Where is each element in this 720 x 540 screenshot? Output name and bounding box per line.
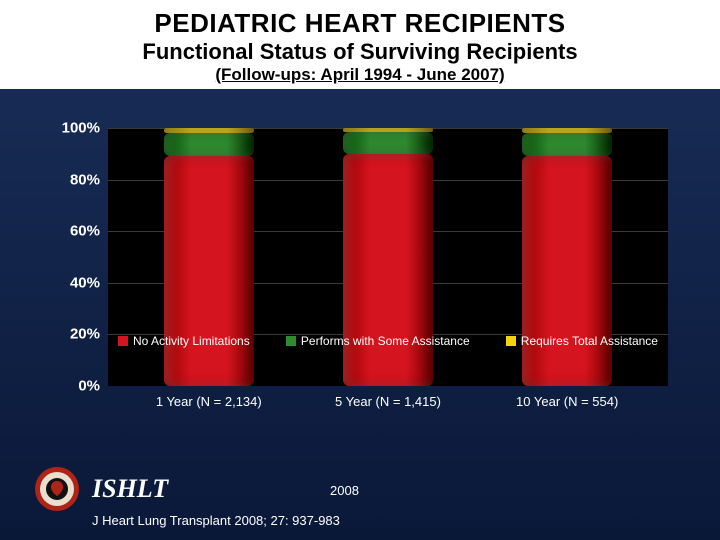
bar-segment (522, 128, 612, 133)
citation: J Heart Lung Transplant 2008; 27: 937-98… (92, 513, 340, 528)
y-tick: 0% (40, 378, 100, 395)
bar-segment (343, 154, 433, 386)
legend-item: No Activity Limitations (118, 334, 250, 348)
bar-segment (164, 156, 254, 386)
footer-year: 2008 (330, 483, 359, 498)
org-name: ISHLT (92, 474, 168, 504)
y-tick: 60% (40, 223, 100, 240)
page-dateline: (Follow-ups: April 1994 - June 2007) (20, 65, 700, 85)
footer: ISHLT 2008 J Heart Lung Transplant 2008;… (0, 462, 720, 540)
bar-segment (522, 156, 612, 386)
legend-swatch-icon (118, 336, 128, 346)
title-block: PEDIATRIC HEART RECIPIENTS Functional St… (0, 0, 720, 89)
x-label: 10 Year (N = 554) (477, 394, 657, 409)
x-label: 1 Year (N = 2,134) (119, 394, 299, 409)
bar-segment (343, 128, 433, 132)
legend-label: Performs with Some Assistance (301, 334, 470, 348)
chart: 0% 20% 40% 60% 80% 100% No Activity Limitatio… (40, 120, 690, 450)
bar-segment (164, 133, 254, 156)
page-subtitle: Functional Status of Surviving Recipient… (20, 39, 700, 65)
ishlt-logo-icon (34, 466, 80, 512)
y-tick: 80% (40, 171, 100, 188)
legend-item: Requires Total Assistance (506, 334, 658, 348)
legend-swatch-icon (506, 336, 516, 346)
y-tick: 40% (40, 274, 100, 291)
legend-label: No Activity Limitations (133, 334, 250, 348)
page-title: PEDIATRIC HEART RECIPIENTS (20, 8, 700, 39)
legend-item: Performs with Some Assistance (286, 334, 470, 348)
bar-segment (164, 128, 254, 133)
legend-swatch-icon (286, 336, 296, 346)
plot-area: No Activity Limitations Performs with Som… (108, 128, 668, 386)
bar-segment (522, 133, 612, 156)
bar-segment (343, 132, 433, 154)
x-label: 5 Year (N = 1,415) (298, 394, 478, 409)
y-tick: 100% (40, 120, 100, 137)
legend: No Activity Limitations Performs with Som… (118, 334, 658, 348)
legend-label: Requires Total Assistance (521, 334, 658, 348)
y-tick: 20% (40, 326, 100, 343)
